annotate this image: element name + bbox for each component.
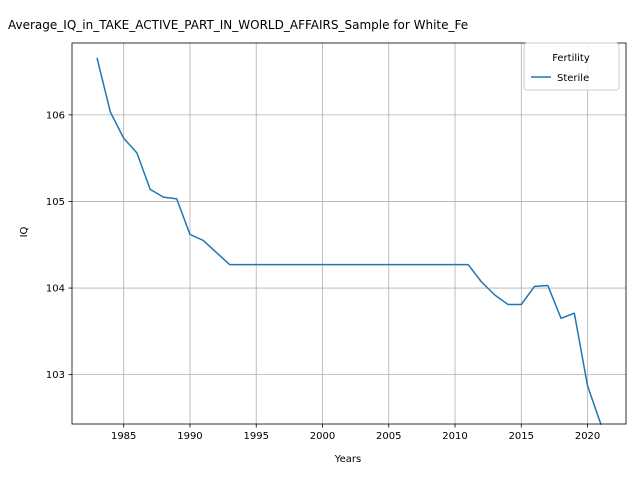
y-tick-label: 104 [46, 284, 65, 295]
x-axis-title: Years [334, 454, 361, 465]
y-axis-title: IQ [19, 226, 30, 237]
x-axis-ticks: 1985 1990 1995 2000 2005 2010 2015 2020 [111, 424, 600, 442]
legend: Fertility Sterile [523, 42, 620, 91]
series-layer [96, 57, 602, 425]
y-tick-label: 103 [46, 370, 65, 381]
legend-title: Fertility [552, 53, 590, 64]
legend-label-sterile: Sterile [557, 73, 589, 84]
x-tick-label: 2015 [509, 431, 534, 442]
y-tick-label: 106 [46, 110, 65, 121]
y-tick-label: 105 [46, 197, 65, 208]
x-tick-label: 1985 [111, 431, 136, 442]
x-tick-label: 1995 [243, 431, 268, 442]
x-tick-label: 2005 [376, 431, 401, 442]
x-tick-label: 2010 [442, 431, 467, 442]
chart-title: Average_IQ_in_TAKE_ACTIVE_PART_IN_WORLD_… [8, 18, 468, 32]
y-axis-ticks: 103 104 105 106 [46, 110, 72, 381]
x-tick-label: 2020 [575, 431, 600, 442]
x-tick-label: 1990 [177, 431, 202, 442]
legend-box [523, 42, 620, 91]
series-line-sterile [96, 57, 602, 425]
plot-frame [71, 42, 627, 425]
x-tick-label: 2000 [310, 431, 335, 442]
